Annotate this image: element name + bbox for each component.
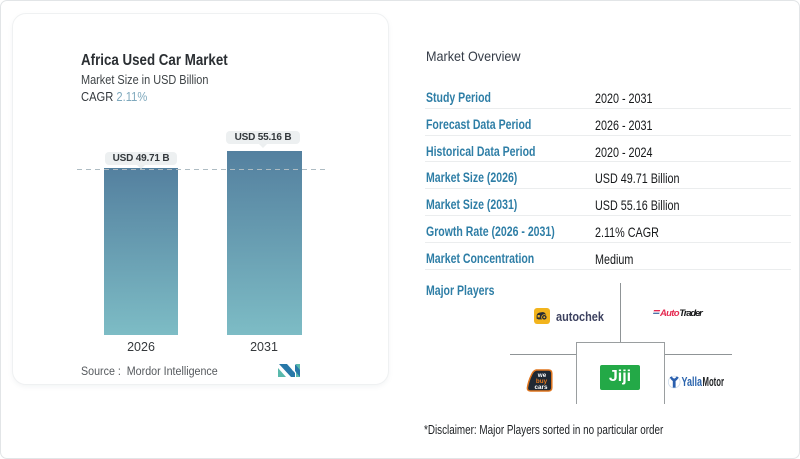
svg-text:Auto: Auto	[659, 308, 680, 319]
svg-text:Motor: Motor	[703, 375, 725, 389]
svg-text:we: we	[537, 372, 547, 379]
svg-text:Trader: Trader	[679, 308, 704, 319]
svg-text:Yalla: Yalla	[682, 375, 703, 389]
svg-text:cars: cars	[535, 384, 548, 391]
svg-text:buy: buy	[536, 378, 548, 385]
